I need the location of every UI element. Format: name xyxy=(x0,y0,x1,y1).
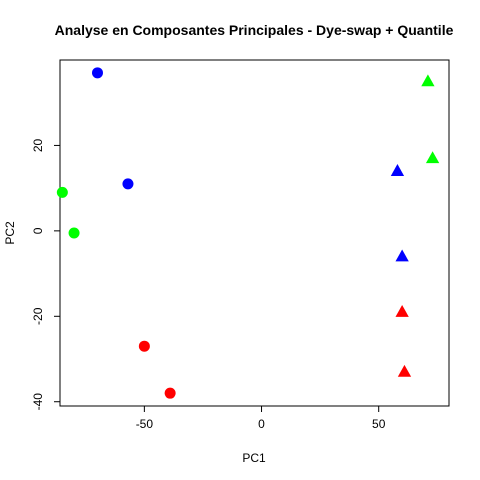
plot-frame xyxy=(59,59,450,407)
y-tick-label: 20 xyxy=(31,138,45,152)
x-tick-label: -50 xyxy=(136,417,154,431)
x-tick-label: 0 xyxy=(258,417,265,431)
circle-point xyxy=(122,178,134,190)
circle-point xyxy=(91,67,103,79)
triangle-point xyxy=(397,364,412,377)
triangle-point xyxy=(421,74,435,87)
y-tick-label: -20 xyxy=(31,307,45,325)
x-tick-label: 50 xyxy=(372,417,386,431)
circle-point xyxy=(56,186,68,198)
y-tick-label: -40 xyxy=(31,393,45,411)
circle-point xyxy=(138,340,150,352)
circle-point xyxy=(164,387,176,399)
y-tick-label: 0 xyxy=(31,227,45,234)
triangle-point xyxy=(395,305,409,317)
triangle-point xyxy=(425,151,440,164)
triangle-point xyxy=(395,249,409,262)
circle-point xyxy=(68,227,80,239)
x-axis-label: PC1 xyxy=(242,451,266,465)
y-axis-label: PC2 xyxy=(3,221,17,245)
chart-title: Analyse en Composantes Principales - Dye… xyxy=(55,22,454,38)
triangle-point xyxy=(390,164,405,176)
data-points xyxy=(56,67,440,399)
y-axis: -40 -20 0 20 xyxy=(31,138,60,410)
x-axis: -50 0 50 xyxy=(136,406,386,431)
